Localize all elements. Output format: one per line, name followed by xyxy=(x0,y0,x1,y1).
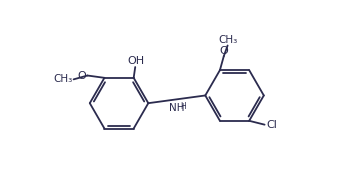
Text: H: H xyxy=(181,102,186,111)
Text: O: O xyxy=(77,70,86,81)
Text: CH₃: CH₃ xyxy=(54,74,73,84)
Text: NH: NH xyxy=(169,103,185,113)
Text: O: O xyxy=(219,46,228,55)
Text: OH: OH xyxy=(127,55,145,65)
Text: CH₃: CH₃ xyxy=(218,35,237,45)
Text: Cl: Cl xyxy=(266,120,277,130)
